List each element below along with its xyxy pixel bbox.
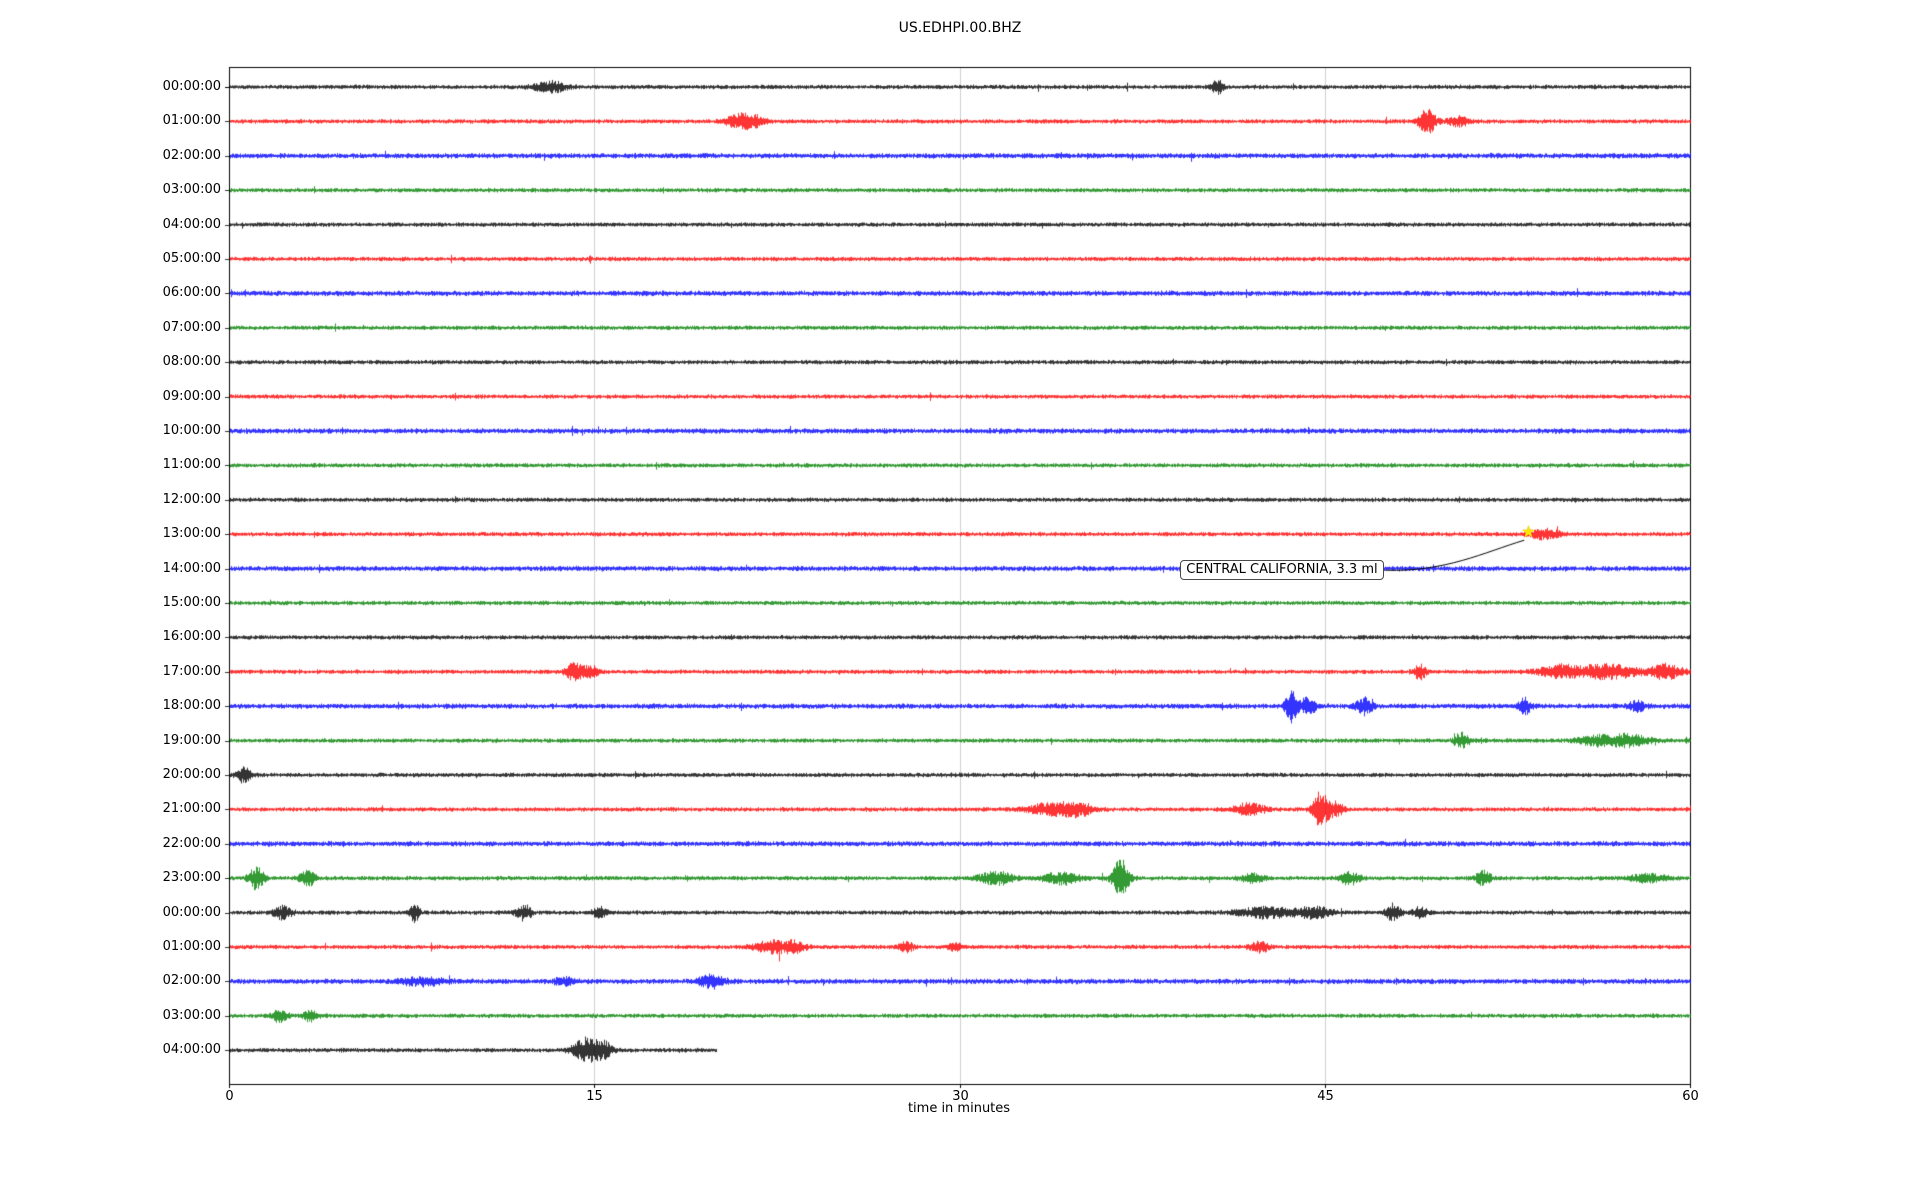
x-tick-label: 45 [1317,1089,1334,1104]
row-label: 14:00:00 [162,560,221,576]
row-label: 17:00:00 [162,663,221,679]
row-label: 22:00:00 [162,835,221,851]
event-marker-star-icon: ★ [1521,522,1536,542]
x-axis-label: time in minutes [907,1101,1011,1116]
event-annotation: CENTRAL CALIFORNIA, 3.3 ml [1180,560,1384,581]
row-label: 03:00:00 [162,182,221,198]
x-tick-label: 30 [952,1089,969,1104]
row-label: 23:00:00 [162,870,221,886]
row-label: 01:00:00 [162,113,221,129]
row-label: 13:00:00 [162,526,221,542]
row-label: 16:00:00 [162,629,221,645]
row-label: 08:00:00 [162,354,221,370]
row-label: 03:00:00 [162,1007,221,1023]
row-label: 21:00:00 [162,801,221,817]
x-tick-label: 0 [225,1089,234,1104]
row-label: 19:00:00 [162,732,221,748]
row-label: 06:00:00 [162,285,221,301]
row-label: 00:00:00 [162,904,221,920]
row-label: 18:00:00 [162,698,221,714]
x-tick-label: 60 [1682,1089,1699,1104]
row-label: 11:00:00 [162,457,221,473]
plot-title: US.EDHPI.00.BHZ [898,20,1022,36]
row-label: 15:00:00 [162,595,221,610]
row-label: 02:00:00 [162,973,221,989]
row-label: 05:00:00 [162,251,221,266]
row-label: 02:00:00 [162,147,221,163]
row-label: 01:00:00 [162,939,221,954]
row-label: 04:00:00 [162,1042,221,1058]
row-label: 12:00:00 [162,491,221,507]
row-label: 00:00:00 [162,79,221,94]
x-tick-label: 15 [586,1089,603,1104]
row-label: 20:00:00 [162,767,221,782]
row-label: 09:00:00 [162,388,221,404]
row-label: 04:00:00 [162,216,221,232]
row-label: 07:00:00 [162,319,221,335]
row-label: 10:00:00 [162,423,221,438]
